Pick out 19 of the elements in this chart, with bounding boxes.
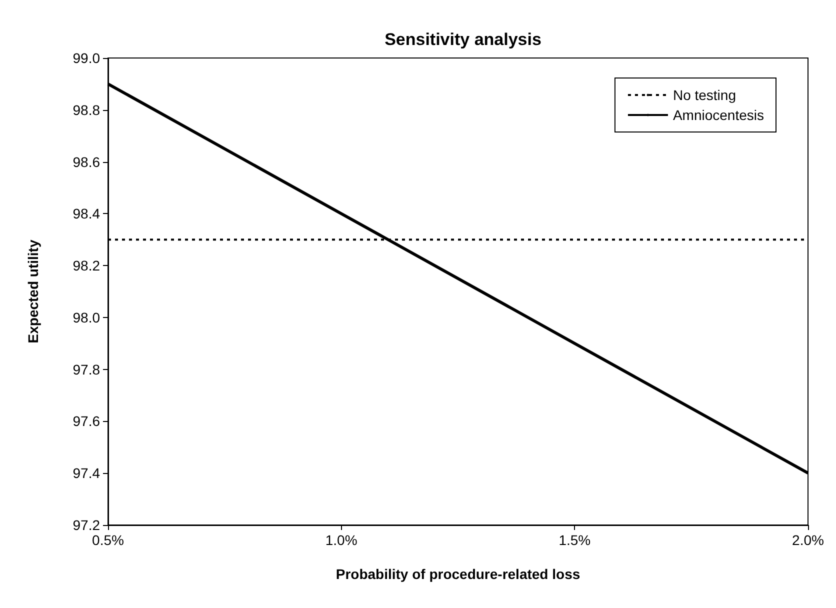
x-tick-label: 1.0% [325,532,358,548]
y-tick-label: 97.6 [72,413,100,430]
y-tick-label: 98.4 [72,206,100,222]
y-tick-label: 98.6 [72,154,100,170]
x-tick-label: 1.5% [558,532,591,548]
x-tick-label: 2.0% [792,532,824,548]
x-tick-label: 0.5% [92,532,124,548]
y-tick-label: 98.8 [72,102,100,118]
legend-label: No testing [672,87,736,103]
y-tick-label: 97.2 [72,517,100,533]
y-tick-label: 98.2 [72,258,100,274]
y-tick-label: 98.0 [72,309,100,326]
x-axis-title: Probability of procedure-related loss [336,566,580,582]
y-axis-title: Expected utility [25,240,41,344]
y-tick-label: 97.8 [72,361,100,378]
y-tick-label: 99.0 [72,50,100,66]
y-tick-label: 97.4 [72,465,100,482]
legend-label: Amniocentesis [672,107,764,123]
chart-title: Sensitivity analysis [384,30,542,49]
